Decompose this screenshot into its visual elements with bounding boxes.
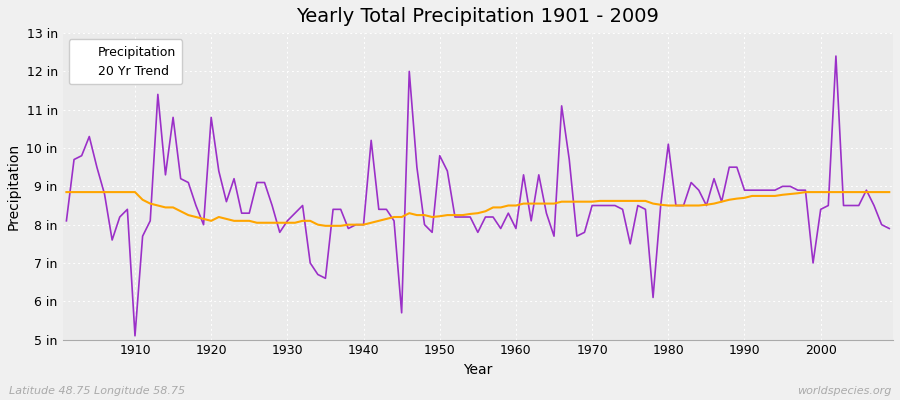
20 Yr Trend	[320, 224, 331, 228]
Precipitation	[831, 54, 842, 58]
20 Yr Trend	[61, 190, 72, 194]
Text: worldspecies.org: worldspecies.org	[796, 386, 891, 396]
Precipitation	[122, 207, 133, 212]
Precipitation	[518, 172, 529, 177]
20 Yr Trend	[122, 190, 133, 194]
Line: Precipitation: Precipitation	[67, 56, 889, 336]
20 Yr Trend	[290, 220, 301, 225]
Precipitation	[343, 226, 354, 231]
Precipitation	[130, 334, 140, 338]
20 Yr Trend	[609, 198, 620, 203]
Precipitation	[61, 218, 72, 223]
Precipitation	[609, 203, 620, 208]
20 Yr Trend	[510, 203, 521, 208]
Precipitation	[884, 226, 895, 231]
Precipitation	[510, 226, 521, 231]
20 Yr Trend	[884, 190, 895, 194]
20 Yr Trend	[518, 201, 529, 206]
Precipitation	[297, 203, 308, 208]
Text: Latitude 48.75 Longitude 58.75: Latitude 48.75 Longitude 58.75	[9, 386, 185, 396]
20 Yr Trend	[343, 222, 354, 227]
Line: 20 Yr Trend: 20 Yr Trend	[67, 192, 889, 226]
X-axis label: Year: Year	[464, 363, 492, 377]
Title: Yearly Total Precipitation 1901 - 2009: Yearly Total Precipitation 1901 - 2009	[296, 7, 660, 26]
Y-axis label: Precipitation: Precipitation	[7, 143, 21, 230]
Legend: Precipitation, 20 Yr Trend: Precipitation, 20 Yr Trend	[69, 39, 182, 84]
